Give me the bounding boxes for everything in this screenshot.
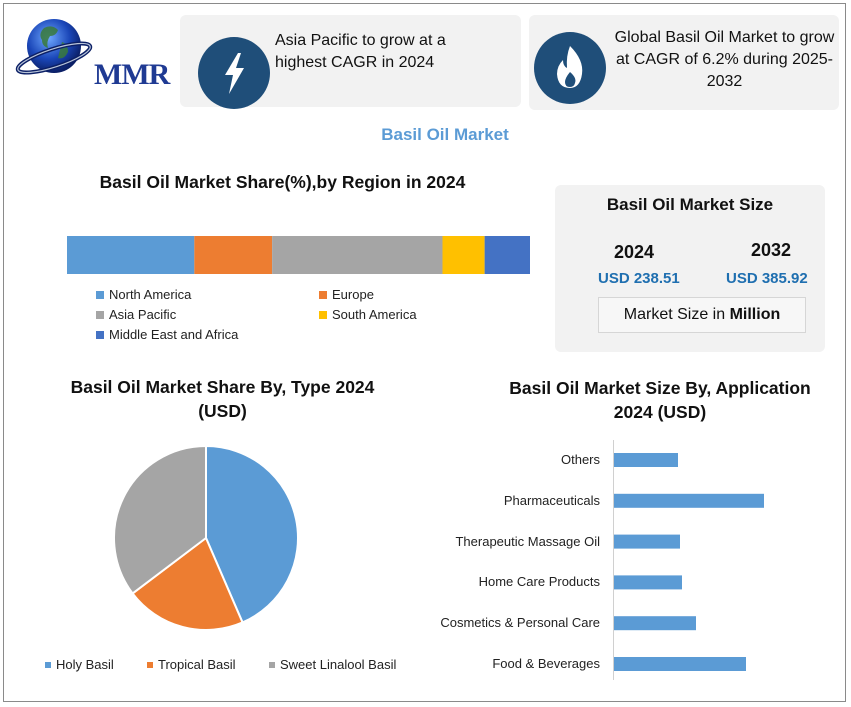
value-2032: USD 385.92 (726, 270, 808, 287)
legend-label: North America (109, 287, 192, 302)
legend-item-north-america: North America (96, 287, 191, 302)
flame-icon (534, 32, 606, 104)
value-2024: USD 238.51 (598, 270, 680, 287)
info-card-cagr-global: Global Basil Oil Market to grow at CAGR … (529, 15, 839, 110)
type-chart-title: Basil Oil Market Share By, Type 2024 (US… (70, 377, 375, 421)
legend-item-asia-pacific: Asia Pacific (96, 307, 176, 322)
market-size-title: Basil Oil Market Size (606, 195, 774, 214)
unit-prefix: Market Size in (623, 306, 730, 323)
application-bar-others (614, 453, 678, 467)
region-segment-north-america (67, 236, 195, 274)
page-frame (3, 3, 846, 702)
legend-item-sweet-linalool-basil: Sweet Linalool Basil (269, 657, 396, 672)
page-title: Basil Oil Market (381, 125, 509, 144)
legend-swatch (319, 310, 327, 319)
year-2032: 2032 (751, 240, 792, 260)
lightning-icon (198, 37, 270, 109)
year-2024: 2024 (614, 242, 655, 262)
globe-icon (15, 19, 93, 75)
region-segment-middle-east-and-africa (484, 236, 530, 274)
region-segment-europe (194, 236, 273, 274)
pie-slice-holy-basil (205, 444, 299, 624)
application-category-label: Food & Beverages (492, 656, 600, 671)
legend-label: Middle East and Africa (109, 327, 239, 342)
legend-label: Asia Pacific (109, 307, 177, 322)
legend-swatch (147, 661, 153, 668)
application-bar-cosmetics-personal-care (614, 616, 696, 631)
logo-text: MMR (94, 58, 170, 91)
legend-item-holy-basil: Holy Basil (45, 657, 114, 672)
application-category-label: Pharmaceuticals (503, 492, 600, 508)
region-chart-title: Basil Oil Market Share(%),by Region in 2… (99, 172, 466, 192)
application-category-label: Cosmetics & Personal Care (440, 615, 600, 631)
legend-swatch (96, 330, 104, 339)
legend-item-europe: Europe (319, 287, 374, 302)
unit-bold: Million (729, 306, 781, 323)
legend-item-south-america: South America (319, 307, 417, 322)
pie-slice-tropical-basil (131, 536, 244, 631)
info-card-text: Asia Pacific to grow at a highest CAGR i… (275, 32, 446, 71)
application-chart-title: Basil Oil Market Size By, Application 20… (509, 378, 811, 422)
legend-swatch (96, 290, 104, 299)
market-size-card: Basil Oil Market Size 2024 2032 USD 238.… (555, 185, 825, 352)
mmr-logo: MMR (14, 12, 170, 91)
application-bar-food-beverages (614, 657, 746, 671)
application-bar-therapeutic-massage-oil (614, 534, 680, 549)
legend-label: Tropical Basil (158, 657, 236, 672)
legend-swatch (319, 290, 327, 299)
application-category-label: Home Care Products (478, 574, 600, 590)
legend-item-middle-east-africa: Middle East and Africa (96, 327, 238, 342)
application-category-label: Others (560, 452, 600, 467)
application-bar-chart (613, 440, 764, 680)
legend-swatch (45, 661, 51, 668)
info-card-cagr-region: Asia Pacific to grow at a highest CAGR i… (180, 15, 521, 109)
legend-label: South America (332, 307, 417, 322)
legend-swatch (96, 310, 104, 319)
type-pie-chart (113, 444, 299, 631)
region-stacked-bar (67, 236, 530, 274)
legend-label: Holy Basil (56, 657, 114, 672)
application-category-label: Therapeutic Massage Oil (455, 533, 600, 549)
region-segment-south-america (442, 236, 485, 274)
legend-label: Europe (332, 287, 374, 302)
market-size-unit: Market Size in Million (598, 297, 806, 333)
application-bar-home-care-products (614, 575, 682, 590)
info-card-text: Global Basil Oil Market to grow at CAGR … (614, 29, 835, 90)
legend-label: Sweet Linalool Basil (280, 657, 397, 672)
pie-slice-sweet-linalool-basil (113, 444, 207, 595)
region-segment-asia-pacific (272, 236, 443, 274)
legend-swatch (269, 661, 275, 668)
legend-item-tropical-basil: Tropical Basil (147, 657, 236, 672)
application-bar-pharmaceuticals (614, 493, 764, 508)
